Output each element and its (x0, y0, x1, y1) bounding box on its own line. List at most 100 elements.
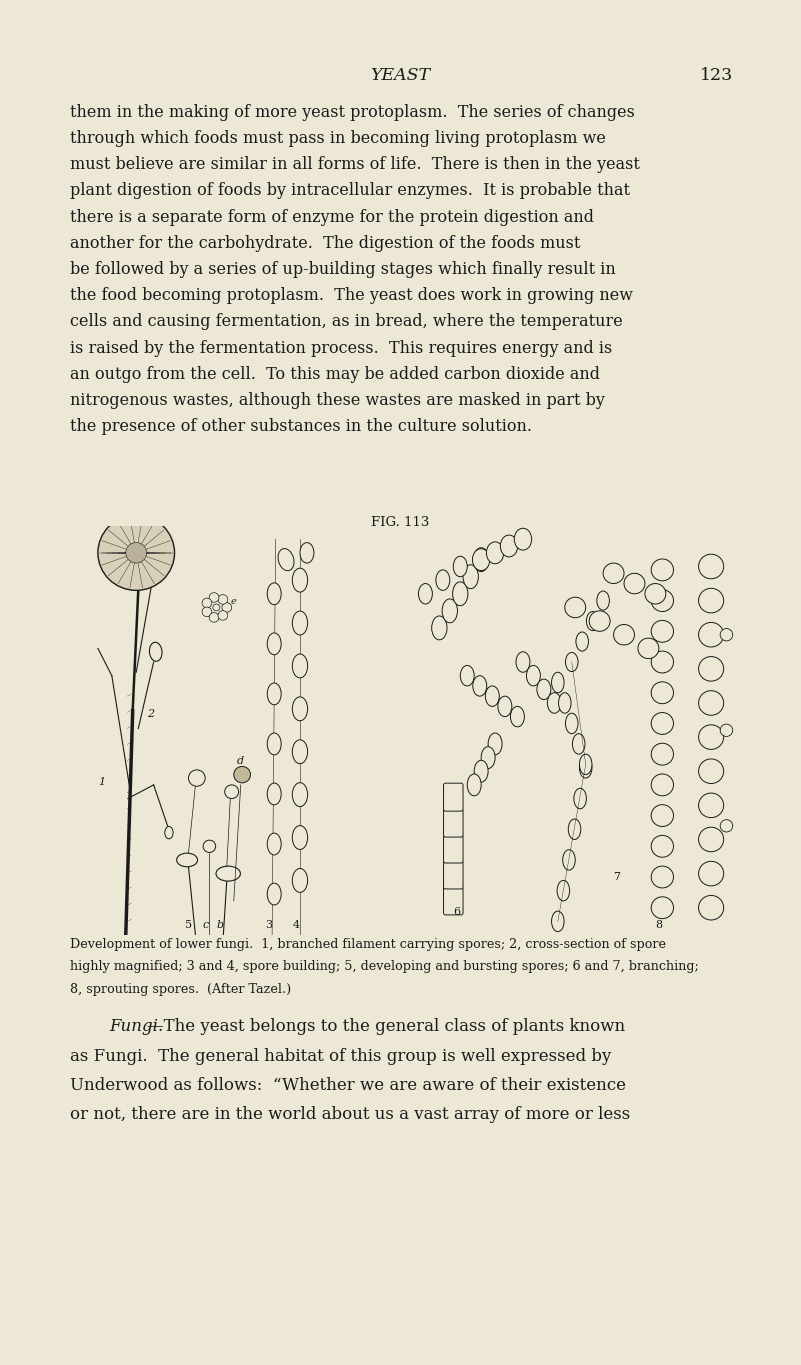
FancyBboxPatch shape (444, 861, 463, 889)
Ellipse shape (292, 740, 308, 763)
Circle shape (698, 793, 723, 818)
Ellipse shape (418, 584, 433, 603)
Circle shape (624, 573, 645, 594)
Ellipse shape (579, 753, 592, 774)
Ellipse shape (268, 833, 281, 854)
Circle shape (590, 612, 610, 631)
Circle shape (651, 681, 674, 704)
Ellipse shape (278, 549, 294, 571)
Ellipse shape (453, 557, 467, 576)
Circle shape (638, 637, 659, 658)
Ellipse shape (268, 682, 281, 704)
Circle shape (98, 516, 175, 590)
Text: Development of lower fungi.  1, branched filament carrying spores; 2, cross-sect: Development of lower fungi. 1, branched … (70, 938, 666, 951)
Ellipse shape (516, 651, 530, 672)
Text: 6: 6 (453, 906, 461, 916)
Circle shape (126, 543, 147, 562)
Ellipse shape (481, 747, 495, 768)
Circle shape (698, 554, 723, 579)
Circle shape (209, 613, 219, 622)
Ellipse shape (292, 612, 308, 635)
Ellipse shape (486, 542, 504, 564)
FancyBboxPatch shape (444, 835, 463, 863)
Circle shape (213, 603, 219, 612)
Ellipse shape (268, 633, 281, 655)
Ellipse shape (573, 734, 585, 753)
Circle shape (209, 592, 219, 602)
Circle shape (720, 819, 733, 831)
FancyBboxPatch shape (444, 784, 463, 811)
Text: —The yeast belongs to the general class of plants known: —The yeast belongs to the general class … (147, 1018, 626, 1035)
Circle shape (202, 607, 211, 617)
Text: 7: 7 (614, 872, 621, 882)
Text: highly magnified; 3 and 4, spore building; 5, developing and bursting spores; 6 : highly magnified; 3 and 4, spore buildin… (70, 961, 699, 973)
Ellipse shape (292, 568, 308, 592)
FancyBboxPatch shape (444, 809, 463, 837)
Circle shape (651, 805, 674, 826)
Text: YEAST: YEAST (370, 67, 431, 83)
Ellipse shape (442, 599, 457, 622)
Ellipse shape (147, 557, 163, 579)
Ellipse shape (526, 666, 541, 685)
Ellipse shape (292, 826, 308, 849)
Ellipse shape (574, 789, 586, 808)
Ellipse shape (467, 774, 481, 796)
Circle shape (203, 839, 215, 852)
Circle shape (234, 766, 251, 784)
Text: FIG. 113: FIG. 113 (372, 516, 429, 530)
Ellipse shape (510, 707, 525, 726)
Circle shape (698, 827, 723, 852)
Text: e: e (231, 597, 236, 606)
Ellipse shape (453, 581, 468, 606)
Ellipse shape (485, 685, 499, 707)
Ellipse shape (558, 692, 571, 713)
Ellipse shape (579, 758, 592, 778)
Circle shape (603, 562, 624, 583)
Ellipse shape (216, 865, 240, 882)
Circle shape (698, 622, 723, 647)
Ellipse shape (165, 826, 173, 838)
Circle shape (651, 897, 674, 919)
Ellipse shape (547, 692, 562, 713)
Circle shape (218, 610, 227, 620)
Ellipse shape (432, 616, 447, 640)
Text: cells and causing fermentation, as in bread, where the temperature: cells and causing fermentation, as in br… (70, 314, 623, 330)
Text: 8: 8 (655, 920, 662, 930)
Ellipse shape (461, 666, 474, 685)
Ellipse shape (474, 760, 488, 782)
FancyBboxPatch shape (444, 887, 463, 915)
Circle shape (698, 895, 723, 920)
Circle shape (651, 743, 674, 764)
Circle shape (698, 691, 723, 715)
Ellipse shape (498, 696, 512, 717)
Circle shape (651, 835, 674, 857)
Circle shape (202, 598, 211, 607)
Text: as Fungi.  The general habitat of this group is well expressed by: as Fungi. The general habitat of this gr… (70, 1048, 612, 1065)
Text: or not, there are in the world about us a vast array of more or less: or not, there are in the world about us … (70, 1106, 630, 1123)
Circle shape (645, 584, 666, 603)
Ellipse shape (292, 868, 308, 893)
Text: an outgo from the cell.  To this may be added carbon dioxide and: an outgo from the cell. To this may be a… (70, 366, 601, 382)
Ellipse shape (473, 676, 487, 696)
Circle shape (225, 785, 239, 799)
Ellipse shape (463, 565, 478, 588)
Text: nitrogenous wastes, although these wastes are masked in part by: nitrogenous wastes, although these waste… (70, 392, 606, 410)
Text: there is a separate form of enzyme for the protein digestion and: there is a separate form of enzyme for t… (70, 209, 594, 225)
Circle shape (698, 725, 723, 749)
Circle shape (720, 723, 733, 737)
Circle shape (651, 590, 674, 612)
Circle shape (651, 713, 674, 734)
Circle shape (651, 774, 674, 796)
Ellipse shape (473, 547, 489, 572)
Text: 123: 123 (699, 67, 733, 83)
Circle shape (218, 595, 227, 605)
Circle shape (698, 759, 723, 784)
Text: is raised by the fermentation process.  This requires energy and is: is raised by the fermentation process. T… (70, 340, 613, 356)
Ellipse shape (268, 733, 281, 755)
Text: Fungi.: Fungi. (109, 1018, 163, 1035)
Ellipse shape (557, 880, 570, 901)
Ellipse shape (292, 782, 308, 807)
Text: through which foods must pass in becoming living protoplasm we: through which foods must pass in becomin… (70, 130, 606, 147)
Circle shape (698, 657, 723, 681)
Ellipse shape (576, 632, 589, 651)
